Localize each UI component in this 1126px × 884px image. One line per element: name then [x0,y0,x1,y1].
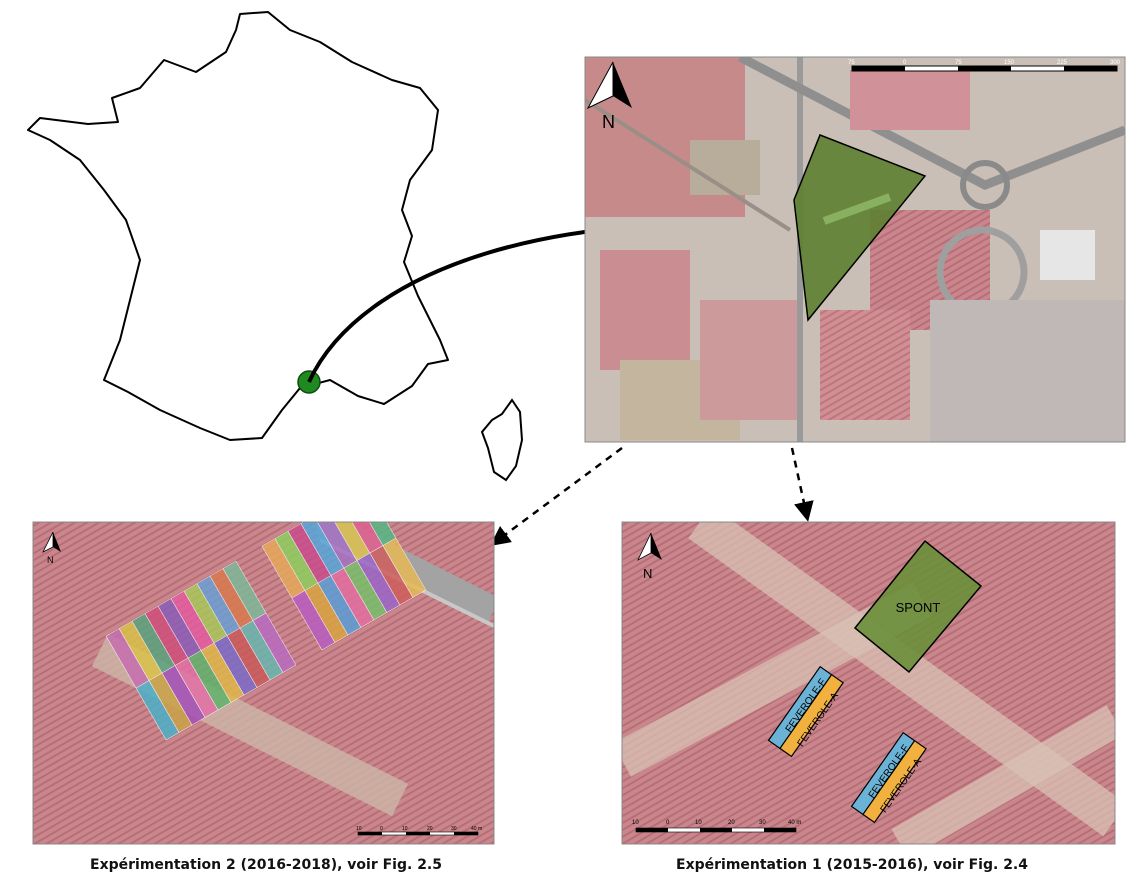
exp2-plot-grid [105,522,427,741]
exp1-map [622,522,1115,844]
france-map [27,11,524,482]
north-arrow-icon [586,61,632,110]
aerial-scale-label-5: 300 [1110,60,1121,66]
exp2-scale-label-5: 40 m [471,826,482,832]
aerial-scale-bar: 75 0 75 150 225 300 [848,60,1121,72]
exp2-north-label: N [47,555,54,565]
exp2-scale-label-3: 20 [427,826,433,832]
exp1-north-label: N [643,566,652,581]
france-outline [27,11,449,441]
exp1-scale-bar: 10 0 10 20 30 40 m [632,820,801,833]
exp2-scale-label-4: 30 [451,826,457,832]
feverole-pair-1 [767,665,844,758]
aerial-scale-label-1: 0 [903,60,907,66]
exp1-scale-label-5: 40 m [788,820,801,826]
aerial-north-label: N [602,112,615,132]
feverole-a-plot-1 [779,673,844,758]
north-arrow-icon [42,531,61,553]
exp2-caption: Expérimentation 2 (2016-2018), voir Fig.… [90,857,442,873]
study-field-polygon [793,134,927,322]
north-arrow-icon [637,532,662,561]
aerial-scale-label-4: 225 [1057,60,1068,66]
aerial-scale-label-3: 150 [1004,60,1015,66]
aerial-scale-label-0: 75 [848,60,855,66]
exp2-scale-bar: 10 0 10 20 30 40 m [356,826,482,836]
exp2-scale-label-0: 10 [356,826,362,832]
exp2-scale-label-1: 0 [380,826,383,832]
spont-label: SPONT [896,600,941,615]
exp2-map [33,522,494,844]
exp2-scale-label-2: 10 [402,826,408,832]
exp1-scale-label-3: 20 [728,820,735,826]
exp1-map-frame [621,521,1116,845]
aerial-map-frame [584,56,1126,443]
spont-plot [853,539,983,674]
corsica-outline [480,398,524,482]
exp2-map-frame [32,521,495,845]
exp1-caption: Expérimentation 1 (2015-2016), voir Fig.… [676,857,1028,873]
feverole-a-plot-2 [862,739,927,824]
aerial-scale-label-2: 75 [955,60,962,66]
dashed-arrow-exp1 [790,447,814,522]
aerial-map [585,57,1125,442]
exp1-scale-label-2: 10 [695,820,702,826]
exp1-scale-label-1: 0 [666,820,670,826]
exp1-scale-label-4: 30 [759,820,766,826]
exp1-scale-label-0: 10 [632,820,639,826]
feverole-pair-2 [850,731,927,824]
